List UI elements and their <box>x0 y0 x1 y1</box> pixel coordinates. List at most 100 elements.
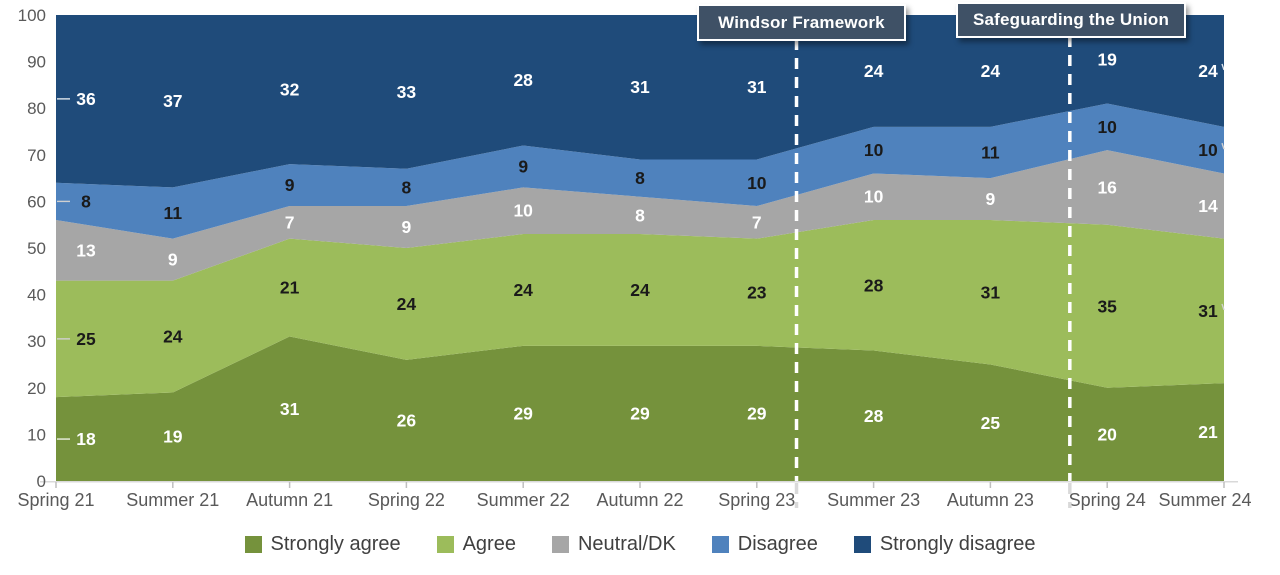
area-neutral-dk <box>56 150 1224 281</box>
label-leader-line <box>1221 303 1225 311</box>
legend-swatch-strongly-agree <box>244 536 262 553</box>
data-label-agree: 24 <box>397 294 417 314</box>
data-label-agree: 35 <box>1097 296 1117 316</box>
data-label-strongly-disagree: 24 <box>1198 61 1218 81</box>
data-label-strongly-disagree: 33 <box>397 82 417 102</box>
data-label-agree: 28 <box>864 275 884 295</box>
data-label-disagree: 8 <box>635 168 645 188</box>
data-label-agree: 23 <box>747 282 767 302</box>
data-label-strongly-agree: 20 <box>1097 424 1117 444</box>
legend-label-neutral-dk: Neutral/DK <box>577 533 676 555</box>
data-label-agree: 21 <box>280 278 300 298</box>
x-tick-label: Spring 23 <box>718 490 795 510</box>
y-tick-label: 70 <box>27 146 46 165</box>
data-label-strongly-disagree: 36 <box>76 89 96 109</box>
data-label-agree: 24 <box>630 280 650 300</box>
data-label-agree: 31 <box>981 282 1001 302</box>
legend-item-agree: Agree <box>436 533 516 556</box>
y-tick-label: 80 <box>27 99 46 118</box>
data-label-neutral-dk: 8 <box>635 205 645 225</box>
annotation-safeguarding-the-union: Safeguarding the Union <box>956 2 1186 38</box>
data-label-strongly-agree: 31 <box>280 399 300 419</box>
legend-item-neutral-dk: Neutral/DK <box>551 533 676 556</box>
y-tick-label: 90 <box>27 53 46 72</box>
data-label-strongly-agree: 18 <box>76 429 96 449</box>
legend-swatch-disagree <box>711 536 729 553</box>
legend-item-disagree: Disagree <box>711 533 818 556</box>
x-tick-label: Summer 21 <box>126 490 219 510</box>
x-tick-label: Spring 21 <box>17 490 94 510</box>
data-label-disagree: 10 <box>1198 140 1218 160</box>
legend-swatch-strongly-disagree <box>853 536 871 553</box>
data-label-strongly-disagree: 24 <box>864 61 884 81</box>
y-tick-label: 60 <box>27 192 46 211</box>
data-label-strongly-agree: 19 <box>163 427 183 447</box>
x-tick-label: Summer 23 <box>827 490 920 510</box>
y-tick-label: 50 <box>27 239 46 258</box>
y-tick-label: 40 <box>27 286 46 305</box>
annotation-safeguarding-the-union-label: Safeguarding the Union <box>972 10 1170 29</box>
data-label-disagree: 8 <box>81 191 91 211</box>
data-label-neutral-dk: 10 <box>864 187 884 207</box>
data-label-neutral-dk: 9 <box>168 250 178 270</box>
legend: Strongly agree Agree Neutral/DK Disagree… <box>0 533 1280 556</box>
data-label-disagree: 9 <box>285 175 295 195</box>
y-tick-label: 30 <box>27 332 46 351</box>
data-label-disagree: 8 <box>402 177 412 197</box>
legend-swatch-neutral-dk <box>551 536 569 553</box>
data-label-neutral-dk: 16 <box>1097 177 1117 197</box>
annotation-windsor-framework: Windsor Framework <box>697 4 906 41</box>
data-label-disagree: 11 <box>164 203 183 223</box>
data-label-strongly-agree: 21 <box>1198 422 1218 442</box>
data-label-strongly-disagree: 32 <box>280 80 300 100</box>
label-leader-line <box>1221 63 1225 71</box>
area-disagree <box>56 103 1224 239</box>
data-label-strongly-disagree: 19 <box>1097 49 1117 69</box>
label-leader-line <box>1221 142 1225 150</box>
data-label-disagree: 10 <box>747 173 767 193</box>
annotation-windsor-framework-label: Windsor Framework <box>718 12 885 32</box>
data-label-neutral-dk: 13 <box>76 240 96 260</box>
legend-label-disagree: Disagree <box>737 533 818 555</box>
data-label-strongly-disagree: 31 <box>747 77 767 97</box>
data-label-neutral-dk: 10 <box>513 201 533 221</box>
data-label-agree: 24 <box>163 327 183 347</box>
data-label-disagree: 9 <box>518 156 528 176</box>
data-label-neutral-dk: 7 <box>285 212 295 232</box>
x-tick-label: Autumn 23 <box>947 490 1034 510</box>
y-tick-label: 20 <box>27 379 46 398</box>
area-agree <box>56 220 1224 398</box>
data-label-neutral-dk: 9 <box>986 189 996 209</box>
legend-label-strongly-agree: Strongly agree <box>270 533 401 555</box>
data-label-disagree: 11 <box>981 142 1000 162</box>
data-label-agree: 25 <box>76 329 96 349</box>
data-label-disagree: 10 <box>1097 117 1117 137</box>
area-strongly-agree <box>56 336 1224 481</box>
legend-label-agree: Agree <box>462 533 516 555</box>
data-label-agree: 24 <box>513 280 533 300</box>
data-label-strongly-agree: 26 <box>397 410 417 430</box>
data-label-strongly-disagree: 31 <box>630 77 650 97</box>
x-tick-label: Autumn 22 <box>596 490 683 510</box>
data-label-neutral-dk: 14 <box>1198 196 1218 216</box>
data-label-strongly-disagree: 37 <box>163 91 182 111</box>
data-label-strongly-agree: 29 <box>513 403 533 423</box>
data-label-neutral-dk: 7 <box>752 212 762 232</box>
legend-swatch-agree <box>436 536 454 553</box>
y-tick-label: 100 <box>18 6 46 25</box>
data-label-strongly-disagree: 24 <box>981 61 1001 81</box>
data-label-strongly-disagree: 28 <box>513 70 533 90</box>
data-label-strongly-agree: 29 <box>747 403 767 423</box>
y-tick-label: 0 <box>37 472 46 491</box>
data-label-strongly-agree: 28 <box>864 406 884 426</box>
x-tick-label: Spring 24 <box>1069 490 1146 510</box>
legend-item-strongly-agree: Strongly agree <box>244 533 401 556</box>
data-label-disagree: 10 <box>864 140 884 160</box>
data-label-strongly-agree: 25 <box>981 413 1001 433</box>
x-tick-label: Summer 22 <box>477 490 570 510</box>
data-label-neutral-dk: 9 <box>402 217 412 237</box>
area-strongly-disagree <box>56 15 1224 188</box>
legend-item-strongly-disagree: Strongly disagree <box>853 533 1035 556</box>
